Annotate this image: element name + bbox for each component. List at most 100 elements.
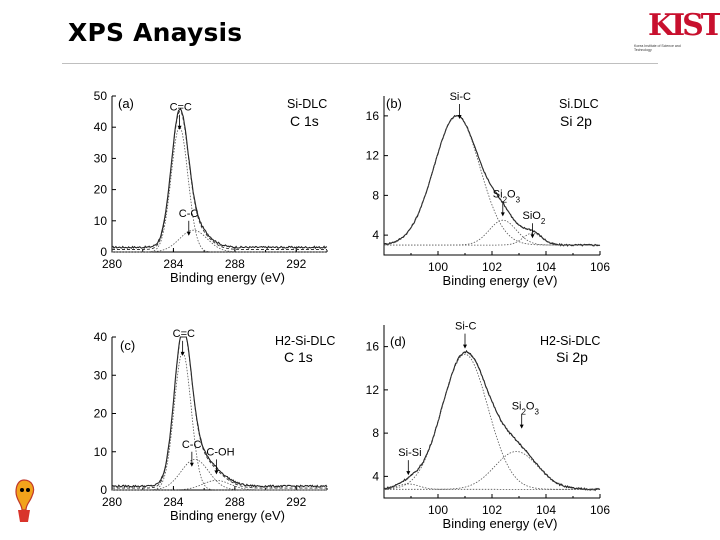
- series-raw-a-0: [111, 108, 328, 250]
- mascot-icon: [15, 479, 35, 522]
- y-tick-label-a: 10: [94, 214, 108, 228]
- annotation-arrowhead-a-1: [186, 231, 191, 236]
- region-label-b: Si 2p: [560, 113, 592, 129]
- series-fit-d-1: [383, 353, 600, 490]
- annotation-c-2: C-OH: [206, 446, 234, 458]
- slide-title: XPS Anaysis: [68, 18, 243, 47]
- region-label-c: C 1s: [284, 349, 313, 365]
- x-tick-label-a: 284: [163, 257, 183, 271]
- y-tick-label-c: 40: [94, 330, 108, 344]
- sample-label-a: Si-DLC: [287, 97, 327, 111]
- region-label-d: Si 2p: [556, 349, 588, 365]
- annotation-arrowhead-b-0: [457, 114, 462, 119]
- y-tick-label-c: 30: [94, 368, 108, 382]
- y-tick-label-d: 12: [366, 383, 380, 397]
- y-tick-label-c: 10: [94, 445, 108, 459]
- region-label-a: C 1s: [290, 113, 319, 129]
- y-tick-label-d: 4: [372, 469, 379, 483]
- x-tick-label-a: 288: [225, 257, 245, 271]
- x-tick-label-a: 280: [102, 257, 122, 271]
- series-fit-a-2: [112, 229, 327, 253]
- y-tick-label-a: 30: [94, 151, 108, 165]
- y-tick-label-b: 12: [366, 149, 380, 163]
- series-fit-b-3: [384, 232, 600, 246]
- annotation-a-1: C-C: [179, 208, 199, 220]
- annotation-c-0: C=C: [173, 328, 195, 340]
- x-tick-label-c: 292: [286, 495, 306, 509]
- panel-label-c: (c): [120, 338, 135, 353]
- series-fit-c-3: [112, 479, 327, 491]
- annotation-d-0: Si-C: [455, 321, 476, 333]
- panel-label-a: (a): [118, 96, 134, 111]
- x-tick-label-c: 288: [225, 495, 245, 509]
- sample-label-c: H2-Si-DLC: [275, 334, 335, 348]
- x-tick-label-b: 100: [428, 260, 448, 274]
- annotation-arrowhead-c-2: [214, 470, 219, 475]
- mascot-logo: [4, 476, 44, 536]
- y-tick-label-d: 16: [366, 340, 380, 354]
- chart-panel-d: 100 102 104 106 4 8 12 16 Binding energy (eV) (d)…: [366, 321, 611, 531]
- x-tick-label-d: 104: [536, 503, 556, 517]
- y-tick-label-b: 16: [366, 109, 380, 123]
- chart-panel-a: 280 284 288 292 0 10 20 30 40 50 Binding energy (e…: [94, 89, 328, 285]
- x-tick-label-a: 292: [286, 257, 306, 271]
- series-fit-d-2: [384, 451, 600, 490]
- y-tick-label-d: 8: [372, 426, 379, 440]
- series-fit-a-1: [112, 126, 327, 253]
- panel-label-b: (b): [386, 96, 402, 111]
- title-divider: [62, 63, 658, 64]
- annotation-a-0: C=C: [170, 102, 192, 114]
- y-tick-label-b: 8: [372, 188, 379, 202]
- y-tick-label-c: 0: [100, 483, 107, 497]
- x-tick-label-b: 102: [482, 260, 502, 274]
- x-tick-label-c: 280: [102, 495, 122, 509]
- x-axis-label-b: Binding energy (eV): [443, 273, 558, 288]
- series-raw-d-0: [383, 349, 601, 492]
- x-tick-label-d: 100: [428, 503, 448, 517]
- y-tick-label-b: 4: [372, 228, 379, 242]
- annotation-b-0: Si-C: [450, 91, 471, 103]
- logo-subtitle: Korea Institute of Science and Technolog…: [634, 44, 681, 52]
- series-fit-b-1: [383, 115, 600, 246]
- y-tick-label-a: 40: [94, 120, 108, 134]
- annotation-c-1: C-C: [182, 439, 202, 451]
- x-axis-label-d: Binding energy (eV): [443, 516, 558, 531]
- annotation-b-1: Si2O3: [493, 188, 521, 204]
- x-tick-label-d: 106: [590, 503, 610, 517]
- series-raw-c-0: [111, 336, 328, 489]
- y-tick-label-a: 50: [94, 89, 108, 103]
- series-envelope-b-4: [383, 115, 600, 246]
- logo-mark: KIST: [648, 8, 720, 43]
- x-axis-label-a: Binding energy (eV): [170, 270, 285, 285]
- sample-label-d: H2-Si-DLC: [540, 334, 600, 348]
- institute-logo: KIST Korea Institute of Science and Tech…: [628, 8, 720, 58]
- x-axis-label-c: Binding energy (eV): [170, 508, 285, 523]
- y-tick-label-a: 0: [100, 245, 107, 259]
- series-envelope-a-3: [112, 110, 327, 250]
- series-envelope-d-4: [383, 351, 600, 490]
- x-tick-label-b: 104: [536, 260, 556, 274]
- annotation-arrowhead-c-1: [189, 462, 194, 467]
- annotation-d-1: Si2O3: [512, 401, 540, 417]
- annotation-b-2: SiO2: [523, 210, 546, 226]
- annotation-d-2: Si-Si: [398, 447, 421, 459]
- panel-label-d: (d): [390, 334, 406, 349]
- chart-panel-b: 100 102 104 106 4 8 12 16 Binding energy (eV) (b)…: [366, 91, 611, 288]
- y-tick-label-c: 20: [94, 407, 108, 421]
- x-tick-label-c: 284: [163, 495, 183, 509]
- annotation-arrowhead-c-0: [180, 351, 185, 356]
- series-envelope-c-4: [112, 336, 327, 489]
- chart-panel-c: 280 284 288 292 0 10 20 30 40 Binding energy (eV)…: [94, 328, 336, 523]
- x-tick-label-b: 106: [590, 260, 610, 274]
- annotation-arrowhead-d-2: [406, 471, 411, 476]
- annotation-arrowhead-b-1: [500, 212, 505, 217]
- annotation-arrowhead-b-2: [530, 234, 535, 239]
- series-fit-b-2: [384, 219, 600, 246]
- annotation-arrowhead-d-1: [519, 424, 524, 429]
- y-tick-label-a: 20: [94, 183, 108, 197]
- series-fit-c-1: [112, 351, 327, 491]
- annotation-arrowhead-a-0: [177, 125, 182, 130]
- series-fit-c-2: [112, 458, 327, 491]
- sample-label-b: Si.DLC: [559, 97, 599, 111]
